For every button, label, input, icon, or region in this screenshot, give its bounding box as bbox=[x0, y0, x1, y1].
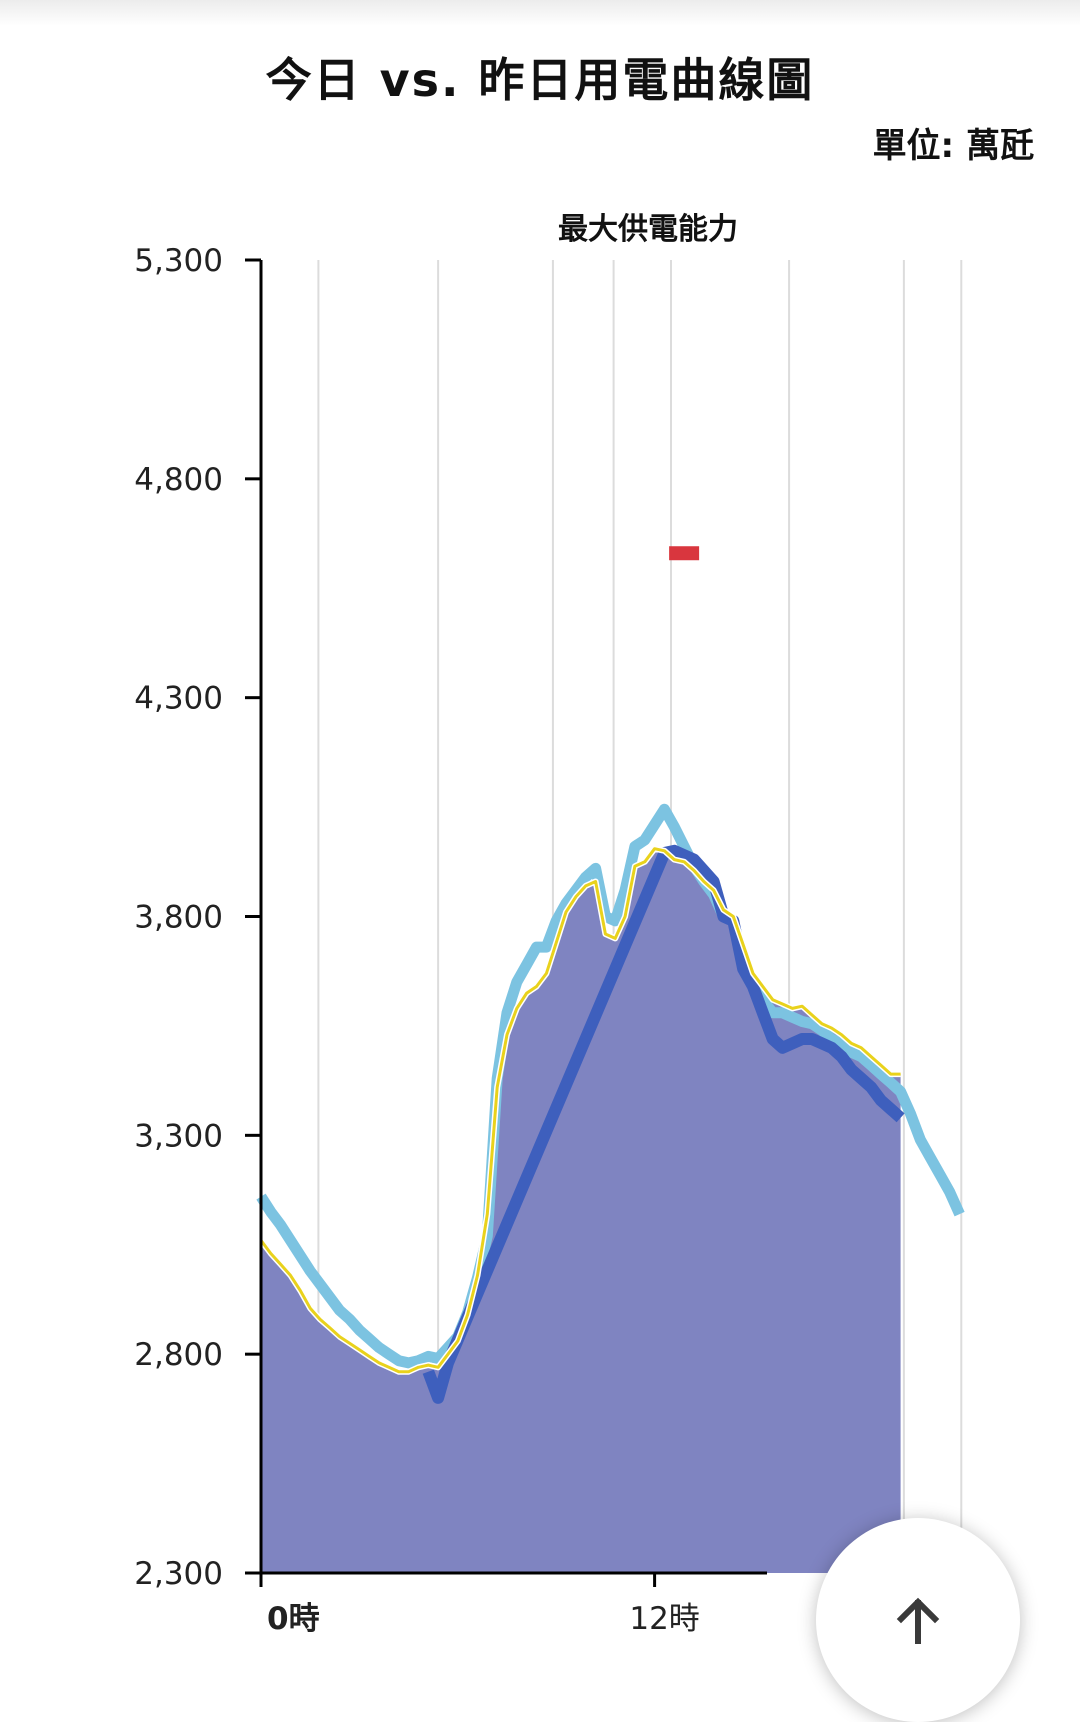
yesterday-line bbox=[256, 803, 965, 1369]
scroll-to-top-button[interactable] bbox=[816, 1518, 1020, 1722]
x-tick-label: 12時 bbox=[629, 1601, 699, 1637]
y-tick-label: 3,800 bbox=[134, 900, 223, 936]
axes bbox=[245, 258, 767, 1587]
arrow-up-icon bbox=[896, 1597, 940, 1644]
y-tick-label: 2,800 bbox=[134, 1337, 223, 1373]
y-tick-label: 3,300 bbox=[134, 1118, 223, 1154]
series-lines bbox=[256, 546, 965, 1404]
series-areas bbox=[261, 848, 901, 1573]
today-line bbox=[259, 847, 901, 1374]
unit-label: 單位: 萬瓩 bbox=[872, 126, 1034, 166]
capacity-label: 最大供電能力 bbox=[558, 212, 738, 247]
y-tick-label: 4,300 bbox=[134, 681, 223, 717]
forecast-line bbox=[422, 844, 905, 1404]
y-tick-label: 5,300 bbox=[134, 243, 223, 279]
top-shadow bbox=[0, 0, 1080, 26]
page-title: 今日 vs. 昨日用電曲線圖 bbox=[265, 53, 815, 107]
axis-labels: 2,300 2,800 3,300 3,800 4,300 4,800 5,300 0時 12時 bbox=[134, 243, 700, 1637]
capacity-marker bbox=[669, 546, 700, 561]
x-tick-label: 0時 bbox=[267, 1601, 320, 1637]
y-tick-label: 4,800 bbox=[134, 462, 223, 498]
y-tick-label: 2,300 bbox=[134, 1556, 223, 1592]
today-area bbox=[261, 848, 901, 1573]
